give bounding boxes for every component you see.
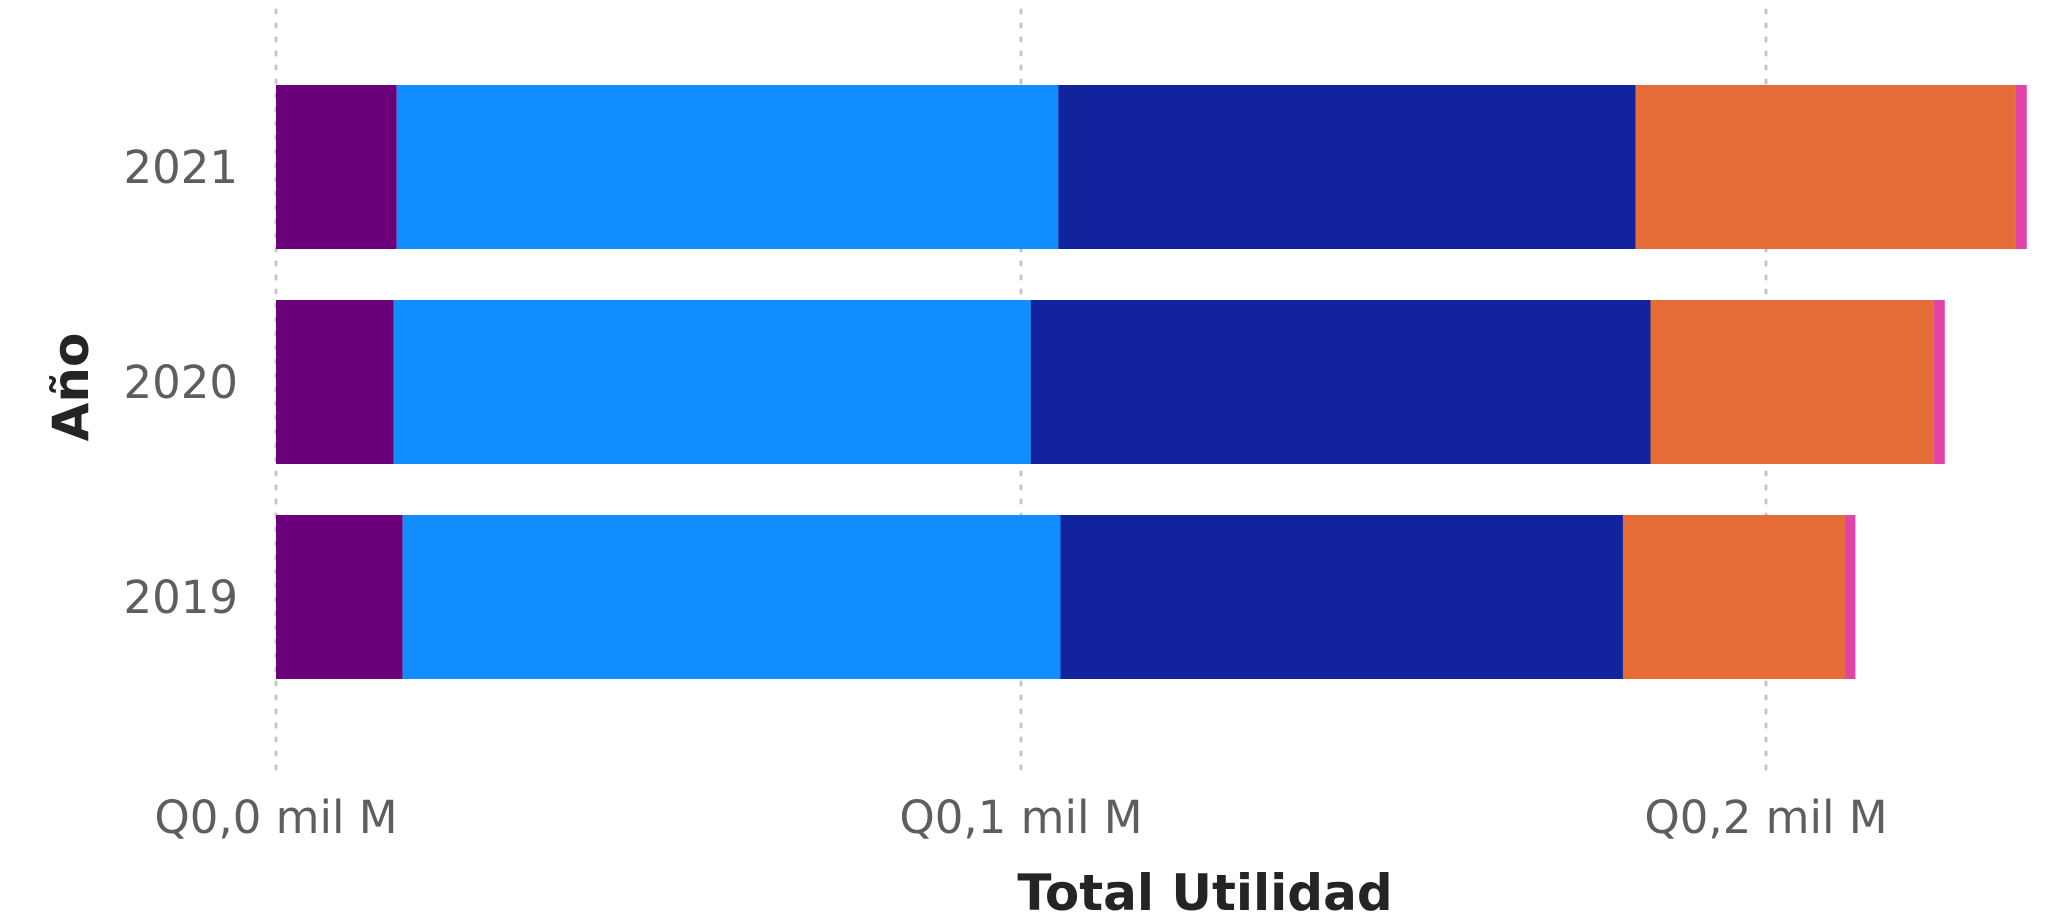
bar-2021-segment-1[interactable] (276, 85, 397, 249)
bar-2021-segment-3[interactable] (1058, 85, 1636, 249)
bar-2020-segment-3[interactable] (1030, 300, 1651, 464)
y-tick-label: 2021 (123, 141, 238, 194)
bar-2019-segment-2[interactable] (402, 515, 1061, 679)
bar-2020-segment-4[interactable] (1650, 300, 1934, 464)
bar-2019-segment-5[interactable] (1844, 515, 1856, 679)
y-axis-tick-labels: 2021 2020 2019 (123, 141, 238, 624)
y-tick-label: 2019 (123, 571, 238, 624)
bar-2019-segment-4[interactable] (1622, 515, 1845, 679)
bar-2019-segment-3[interactable] (1060, 515, 1623, 679)
bar-2020-segment-2[interactable] (393, 300, 1031, 464)
x-tick-label: Q0,2 mil M (1644, 791, 1887, 844)
bar-2021-segment-4[interactable] (1635, 85, 2016, 249)
y-tick-label: 2020 (123, 356, 238, 409)
bar-2020-segment-5[interactable] (1933, 300, 1945, 464)
x-axis-tick-labels: Q0,0 mil M Q0,1 mil M Q0,2 mil M (154, 791, 1887, 844)
bar-2019-segment-1[interactable] (276, 515, 403, 679)
bar-2020-segment-1[interactable] (276, 300, 394, 464)
y-axis-title: Año (42, 333, 100, 442)
bar-2021-segment-2[interactable] (396, 85, 1059, 249)
bar-2021-segment-5[interactable] (2015, 85, 2027, 249)
x-axis-title: Total Utilidad (1017, 864, 1392, 920)
x-tick-label: Q0,0 mil M (154, 791, 397, 844)
bars (276, 85, 2027, 679)
x-tick-label: Q0,1 mil M (899, 791, 1142, 844)
